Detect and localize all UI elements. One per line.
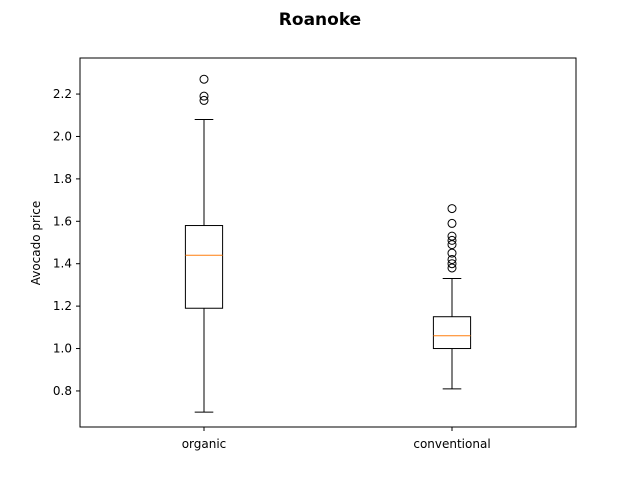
outlier-point	[199, 91, 209, 101]
outlier-point	[447, 235, 457, 245]
outlier-point	[447, 218, 457, 228]
outlier-point	[447, 254, 457, 264]
y-tick-label: 1.0	[53, 342, 72, 356]
y-axis-label: Avocado price	[29, 201, 43, 286]
y-tick-label: 2.0	[53, 129, 72, 143]
outlier-point	[447, 204, 457, 214]
box-iqr	[184, 225, 224, 309]
y-tick-label: 1.8	[53, 172, 72, 186]
y-tick-label: 1.2	[53, 299, 72, 313]
outlier-point	[447, 231, 457, 241]
box-iqr	[432, 316, 472, 350]
chart-title: Roanoke	[279, 10, 361, 30]
y-tick-label: 2.2	[53, 87, 72, 101]
y-tick-label: 1.6	[53, 214, 72, 228]
plot-area: 0.8 1.0 1.2 1.4 1.6 1.8 2.0 2.2 organic conventio…	[53, 57, 577, 451]
x-tick-label: conventional	[413, 437, 490, 451]
y-tick-label: 0.8	[53, 384, 72, 398]
outlier-point	[199, 95, 209, 105]
outlier-point	[447, 259, 457, 269]
x-tick-label: organic	[182, 437, 227, 451]
outlier-point	[199, 74, 209, 84]
plot-frame	[79, 57, 577, 428]
y-tick-label: 1.4	[53, 257, 72, 271]
